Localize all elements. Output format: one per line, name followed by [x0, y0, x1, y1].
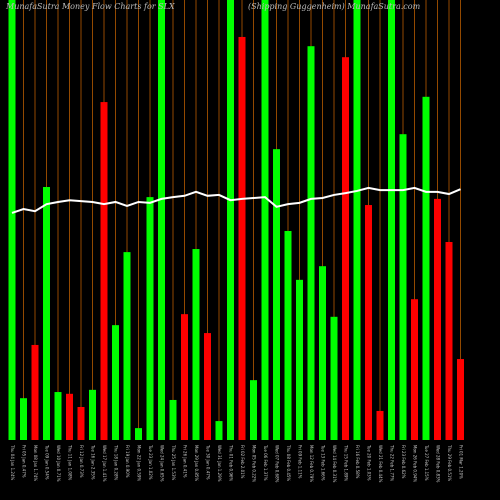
x-tick-label: Fri 02 Feb 2.01% — [240, 445, 245, 479]
x-tick-label: Wed 17 Jan 1.41% — [102, 445, 107, 482]
bar — [250, 380, 257, 440]
bar — [158, 0, 165, 440]
x-tick-label: Mon 22 Jan 0.59% — [137, 445, 142, 481]
x-tick-label: Mon 26 Feb 0.94% — [413, 445, 418, 482]
x-tick-label: Wed 07 Feb 0.68% — [275, 445, 280, 483]
x-tick-label: Fri 19 Jan 0.90% — [125, 445, 130, 478]
bar — [227, 0, 234, 440]
bar — [169, 399, 177, 440]
x-tick-label: Fri 23 Feb 0.62% — [401, 445, 406, 479]
x-tick-label: Tue 06 Feb 1.37% — [263, 444, 268, 481]
chart-subtitle: (Shipping Guggenheim) MunafaSutra.com — [248, 2, 421, 11]
x-tick-label: Wed 21 Feb 0.44% — [378, 445, 383, 483]
bar — [388, 0, 395, 440]
x-tick-label: Fri 26 Jan 0.41% — [183, 445, 188, 478]
bar — [273, 149, 280, 440]
x-tick-label: Thu 15 Feb 1.89% — [344, 444, 349, 481]
x-tick-label: Mon 12 Feb 0.79% — [309, 445, 314, 482]
bar — [445, 242, 453, 440]
bar — [457, 359, 464, 440]
x-tick-label: Thu 18 Jan 0.28% — [114, 444, 119, 480]
bar — [204, 333, 211, 440]
bar — [112, 325, 119, 440]
x-tick-label: Wed 28 Feb 0.83% — [436, 445, 441, 483]
money-flow-line — [11, 186, 461, 214]
x-tick-label: Thu 22 Feb 1.77% — [390, 444, 395, 481]
bar — [330, 316, 338, 440]
x-tick-label: Mon 29 Jan 0.85% — [194, 445, 199, 481]
bar — [123, 252, 131, 440]
bar — [100, 102, 108, 440]
bar — [66, 393, 73, 440]
x-tick-label: Fri 01 Mar 1.20% — [459, 445, 464, 479]
bar — [353, 0, 361, 440]
bar — [411, 299, 418, 440]
bar — [319, 266, 326, 440]
bar — [238, 36, 246, 441]
bar — [8, 0, 16, 440]
bar — [181, 314, 188, 440]
x-tick-label: Thu 04 Jan 1.24% — [10, 444, 15, 480]
x-tick-label: Tue 20 Feb 1.03% — [367, 444, 372, 481]
bar — [20, 398, 27, 440]
x-tick-label: Fri 09 Feb 1.11% — [298, 445, 303, 479]
x-tick-label: Fri 16 Feb 0.58% — [355, 445, 360, 479]
bar — [215, 421, 223, 440]
x-tick-label: Thu 01 Feb 0.96% — [229, 444, 234, 481]
bar — [192, 249, 200, 440]
bar — [146, 197, 154, 440]
x-tick-label: Tue 16 Jan 2.35% — [91, 444, 96, 480]
bar — [31, 344, 39, 440]
x-tick-label: Wed 14 Feb 0.31% — [332, 445, 337, 483]
bar — [43, 187, 50, 440]
bar — [296, 279, 303, 440]
x-tick-label: Tue 30 Jan 0.47% — [206, 444, 211, 480]
bar — [89, 389, 96, 440]
bar — [307, 46, 315, 440]
x-tick-label: Thu 25 Jan 1.53% — [171, 444, 176, 480]
bar — [399, 134, 407, 440]
x-tick-label: Wed 24 Jan 0.65% — [160, 445, 165, 482]
bar — [422, 96, 430, 441]
x-tick-label: Wed 31 Jan 1.29% — [217, 445, 222, 482]
bar — [135, 428, 142, 440]
x-tick-label: Mon 08 Jan 1.74% — [33, 445, 38, 481]
bar — [365, 205, 372, 440]
x-tick-label: Thu 29 Feb 0.51% — [447, 444, 452, 481]
x-tick-label: Tue 23 Jan 1.02% — [148, 444, 153, 480]
bar — [54, 392, 62, 440]
x-tick-label: Mon 05 Feb 0.22% — [252, 445, 257, 482]
bar — [434, 198, 441, 440]
chart-title: MunafaSutra Money Flow Charts for SLX — [5, 2, 175, 11]
x-tick-label: Fri 12 Jan 0.73% — [79, 445, 84, 478]
x-tick-label: Tue 09 Jan 0.54% — [45, 444, 50, 480]
bar — [342, 57, 349, 440]
x-tick-label: Thu 08 Feb 0.45% — [286, 444, 291, 481]
bar — [284, 231, 292, 440]
bar — [77, 407, 85, 440]
x-tick-label: Thu 11 Jan 1.08% — [68, 444, 73, 480]
x-tick-label: Tue 13 Feb 1.66% — [321, 444, 326, 481]
bar — [376, 410, 384, 440]
x-tick-label: Tue 27 Feb 1.15% — [424, 444, 429, 481]
x-tick-label: Fri 05 Jan 0.47% — [22, 445, 27, 478]
x-tick-label: Wed 10 Jan 0.71% — [56, 445, 61, 482]
bar — [261, 0, 269, 440]
